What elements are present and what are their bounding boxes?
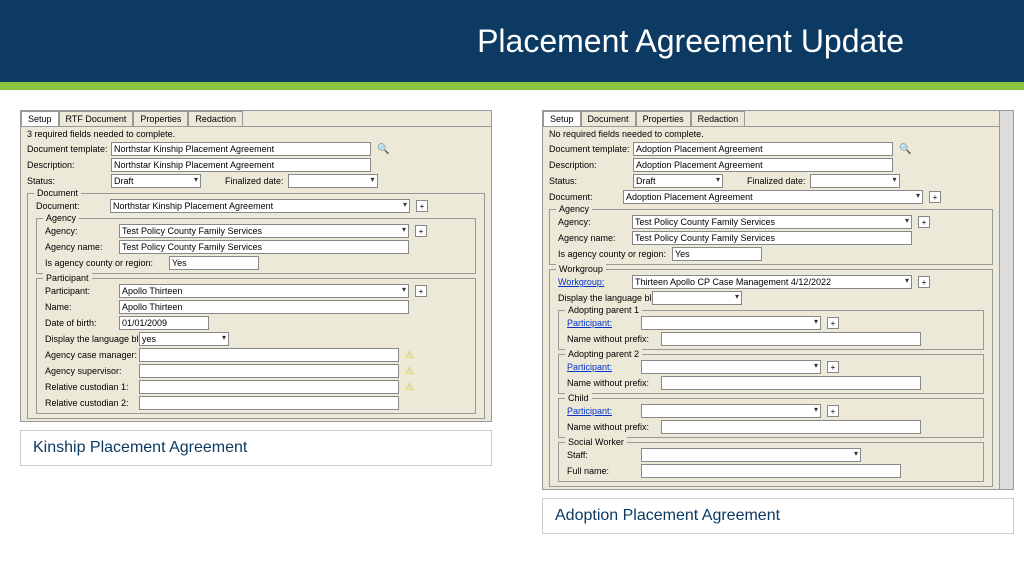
document-field[interactable]: Northstar Kinship Placement Agreement bbox=[110, 199, 410, 213]
case-mgr-field[interactable] bbox=[139, 348, 399, 362]
participant-link[interactable]: Participant: bbox=[567, 406, 637, 416]
child-name-field[interactable] bbox=[661, 420, 921, 434]
add-icon[interactable]: + bbox=[827, 405, 839, 417]
required-msg: 3 required fields needed to complete. bbox=[21, 127, 491, 141]
participant-field[interactable]: Apollo Thirteen bbox=[119, 284, 409, 298]
kinship-panel: Setup RTF Document Properties Redaction … bbox=[20, 110, 492, 422]
status-field[interactable]: Draft bbox=[111, 174, 201, 188]
left-panel-wrap: Setup RTF Document Properties Redaction … bbox=[20, 110, 492, 534]
left-caption: Kinship Placement Agreement bbox=[20, 430, 492, 466]
tab-redaction[interactable]: Redaction bbox=[188, 111, 243, 126]
participant-link[interactable]: Participant: bbox=[567, 362, 637, 372]
document-group: Document Document: Northstar Kinship Pla… bbox=[27, 193, 485, 419]
name-field[interactable]: Apollo Thirteen bbox=[119, 300, 409, 314]
rc1-field[interactable] bbox=[139, 380, 399, 394]
tab-properties[interactable]: Properties bbox=[636, 111, 691, 126]
add-icon[interactable]: + bbox=[416, 200, 428, 212]
staff-field[interactable] bbox=[641, 448, 861, 462]
add-icon[interactable]: + bbox=[929, 191, 941, 203]
tab-redaction[interactable]: Redaction bbox=[691, 111, 746, 126]
agency-name-field[interactable]: Test Policy County Family Services bbox=[119, 240, 409, 254]
is-county-field[interactable]: Yes bbox=[672, 247, 762, 261]
dob-field[interactable]: 01/01/2009 bbox=[119, 316, 209, 330]
participant-link[interactable]: Participant: bbox=[567, 318, 637, 328]
tab-rtf[interactable]: RTF Document bbox=[59, 111, 134, 126]
agency-group: Agency Agency: Test Policy County Family… bbox=[549, 209, 993, 265]
search-icon[interactable]: 🔍 bbox=[377, 144, 389, 155]
finalized-field[interactable] bbox=[288, 174, 378, 188]
workgroup-field[interactable]: Thirteen Apollo CP Case Management 4/12/… bbox=[632, 275, 912, 289]
description-label: Description: bbox=[27, 160, 107, 170]
doc-template-field[interactable]: Adoption Placement Agreement bbox=[633, 142, 893, 156]
add-icon[interactable]: + bbox=[827, 361, 839, 373]
supervisor-field[interactable] bbox=[139, 364, 399, 378]
add-icon[interactable]: + bbox=[918, 276, 930, 288]
left-tabs: Setup RTF Document Properties Redaction bbox=[21, 111, 491, 127]
ap1-name-field[interactable] bbox=[661, 332, 921, 346]
participant-group: Participant Participant: Apollo Thirteen… bbox=[36, 278, 476, 414]
rc2-field[interactable] bbox=[139, 396, 399, 410]
adoption-panel: Setup Document Properties Redaction No r… bbox=[542, 110, 1014, 490]
right-tabs: Setup Document Properties Redaction bbox=[543, 111, 999, 127]
agency-group: Agency Agency: Test Policy County Family… bbox=[36, 218, 476, 274]
status-field[interactable]: Draft bbox=[633, 174, 723, 188]
warning-icon: ⚠ bbox=[405, 382, 414, 393]
is-county-field[interactable]: Yes bbox=[169, 256, 259, 270]
scrollbar[interactable] bbox=[999, 111, 1013, 489]
lang-field[interactable]: yes bbox=[139, 332, 229, 346]
warning-icon: ⚠ bbox=[405, 350, 414, 361]
sw-group: Social Worker Staff: Full name: bbox=[558, 442, 984, 482]
workgroup-link[interactable]: Workgroup: bbox=[558, 277, 628, 287]
right-panel-wrap: Setup Document Properties Redaction No r… bbox=[542, 110, 1014, 534]
page-header: Placement Agreement Update bbox=[0, 0, 1024, 90]
search-icon[interactable]: 🔍 bbox=[899, 144, 911, 155]
ap2-group: Adopting parent 2 Participant: + Name wi… bbox=[558, 354, 984, 394]
ap1-group: Adopting parent 1 Participant: + Name wi… bbox=[558, 310, 984, 350]
doc-template-field[interactable]: Northstar Kinship Placement Agreement bbox=[111, 142, 371, 156]
description-field[interactable]: Adoption Placement Agreement bbox=[633, 158, 893, 172]
required-msg: No required fields needed to complete. bbox=[543, 127, 999, 141]
tab-setup[interactable]: Setup bbox=[543, 111, 581, 126]
ap1-participant-field[interactable] bbox=[641, 316, 821, 330]
workgroup-group: Workgroup Workgroup: Thirteen Apollo CP … bbox=[549, 269, 993, 487]
document-field[interactable]: Adoption Placement Agreement bbox=[623, 190, 923, 204]
child-participant-field[interactable] bbox=[641, 404, 821, 418]
fullname-field[interactable] bbox=[641, 464, 901, 478]
ap2-name-field[interactable] bbox=[661, 376, 921, 390]
child-group: Child Participant: + Name without prefix… bbox=[558, 398, 984, 438]
add-icon[interactable]: + bbox=[415, 225, 427, 237]
warning-icon: ⚠ bbox=[405, 366, 414, 377]
description-field[interactable]: Northstar Kinship Placement Agreement bbox=[111, 158, 371, 172]
right-caption: Adoption Placement Agreement bbox=[542, 498, 1014, 534]
ap2-participant-field[interactable] bbox=[641, 360, 821, 374]
page-title: Placement Agreement Update bbox=[477, 23, 904, 60]
add-icon[interactable]: + bbox=[918, 216, 930, 228]
add-icon[interactable]: + bbox=[827, 317, 839, 329]
tab-setup[interactable]: Setup bbox=[21, 111, 59, 126]
finalized-field[interactable] bbox=[810, 174, 900, 188]
agency-field[interactable]: Test Policy County Family Services bbox=[119, 224, 409, 238]
agency-field[interactable]: Test Policy County Family Services bbox=[632, 215, 912, 229]
lang-field[interactable] bbox=[652, 291, 742, 305]
doc-template-label: Document template: bbox=[27, 144, 107, 154]
content-area: Setup RTF Document Properties Redaction … bbox=[0, 90, 1024, 534]
tab-document[interactable]: Document bbox=[581, 111, 636, 126]
document-label: Document: bbox=[36, 201, 106, 211]
finalized-label: Finalized date: bbox=[225, 176, 284, 186]
tab-properties[interactable]: Properties bbox=[133, 111, 188, 126]
add-icon[interactable]: + bbox=[415, 285, 427, 297]
agency-name-field[interactable]: Test Policy County Family Services bbox=[632, 231, 912, 245]
status-label: Status: bbox=[27, 176, 107, 186]
